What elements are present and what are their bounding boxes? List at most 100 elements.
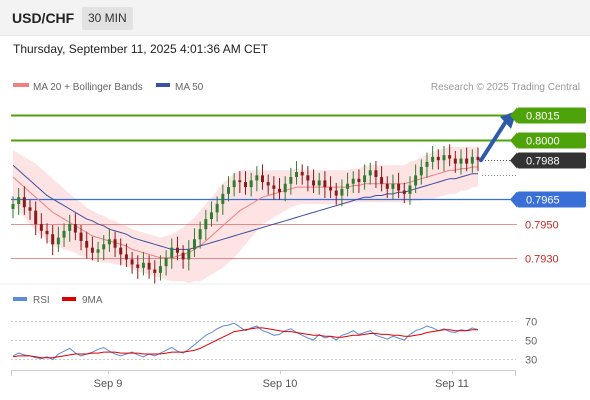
- candle-body: [170, 247, 174, 258]
- candle-body: [340, 188, 344, 196]
- time-axis-label: Sep 10: [263, 378, 298, 390]
- candle-body: [85, 240, 89, 248]
- candle-body: [187, 249, 191, 260]
- candle-body: [124, 254, 128, 260]
- ma50-legend-swatch: [156, 83, 170, 87]
- candle-body: [334, 190, 338, 196]
- candle-body: [459, 158, 463, 164]
- candle-body: [79, 232, 83, 241]
- candle-body: [425, 161, 429, 167]
- candle-body: [476, 156, 480, 161]
- candle-body: [119, 247, 123, 255]
- resistance-label: 0.8000: [526, 136, 560, 148]
- candle-body: [204, 219, 208, 230]
- candle-body: [226, 187, 230, 194]
- candle-body: [215, 203, 219, 213]
- current-price-label: 0.7988: [526, 156, 560, 168]
- ma50-legend-label: MA 50: [175, 82, 204, 93]
- candle-body: [391, 183, 395, 189]
- candle-body: [11, 203, 15, 209]
- candle-body: [232, 180, 236, 188]
- candle-body: [107, 239, 111, 245]
- candle-body: [261, 175, 265, 183]
- rsi-tick-label: 30: [525, 355, 537, 367]
- candle-body: [238, 180, 242, 183]
- copyright-note: Research © 2025 Trading Central: [431, 82, 580, 93]
- candle-body: [374, 170, 378, 178]
- rsi-legend-label: RSI: [33, 295, 50, 306]
- rsi-ma-line: [12, 327, 478, 359]
- candle-body: [408, 185, 412, 194]
- support-label: 0.7930: [525, 254, 559, 266]
- pivot-label: 0.7965: [526, 195, 560, 207]
- rsi-ma-legend-swatch: [62, 297, 76, 301]
- candle-body: [363, 175, 367, 183]
- candle-body: [368, 170, 372, 176]
- candle-body: [56, 237, 60, 245]
- candle-body: [272, 185, 276, 189]
- candle-body: [141, 262, 145, 268]
- candle-body: [209, 212, 213, 220]
- resistance-badge-pointer: [510, 107, 517, 124]
- candle-body: [96, 249, 100, 253]
- rsi-line: [12, 322, 479, 361]
- candle-body: [357, 178, 361, 183]
- candle-body: [113, 239, 117, 248]
- current-price-badge: [517, 152, 586, 169]
- ma20-legend-label: MA 20 + Bollinger Bands: [33, 82, 143, 93]
- candle-body: [436, 156, 440, 161]
- forecast-arrow: [479, 110, 517, 163]
- support-label: 0.7950: [525, 220, 559, 232]
- candle-body: [181, 252, 185, 260]
- candle-body: [45, 230, 49, 235]
- candle-body: [249, 180, 253, 188]
- candle-body: [323, 180, 327, 188]
- candle-body: [192, 239, 196, 250]
- candle-body: [448, 155, 452, 159]
- candle-body: [255, 175, 259, 181]
- level-labels: 0.8015 0.8000 0.7988 0.7965 0.7950 0.7930: [510, 107, 586, 266]
- resistance-badge-pointer: [510, 132, 517, 149]
- resistance-badge: [517, 132, 586, 149]
- candle-body: [300, 172, 304, 176]
- bollinger-band: [13, 146, 478, 283]
- rsi-tick-label: 50: [525, 336, 537, 348]
- candle-body: [198, 229, 202, 240]
- candle-body: [442, 155, 446, 161]
- time-axis: Sep 9 Sep 10 Sep 11: [11, 370, 516, 390]
- candle-body: [164, 257, 168, 267]
- bollinger-band-area: [13, 146, 478, 283]
- candlesticks: [11, 144, 480, 284]
- current-price-badge-pointer: [510, 152, 517, 169]
- pivot-badge: [517, 191, 586, 208]
- candle-body: [39, 224, 43, 231]
- candle-body: [28, 207, 32, 211]
- candle-body: [329, 187, 333, 191]
- candle-body: [385, 183, 389, 189]
- ma20-line: [12, 166, 478, 259]
- candle-body: [68, 224, 72, 231]
- timeframe-button[interactable]: 30 MIN: [82, 7, 133, 30]
- resistance-badge: [517, 107, 586, 124]
- time-axis-label: Sep 9: [94, 378, 123, 390]
- candle-body: [34, 210, 38, 225]
- candle-body: [380, 177, 384, 184]
- candle-body: [73, 224, 77, 233]
- candle-body: [175, 247, 179, 253]
- symbol-title: USD/CHF: [12, 10, 75, 26]
- candle-body: [414, 175, 418, 186]
- candle-body: [90, 247, 94, 253]
- candle-body: [351, 178, 355, 184]
- candle-body: [136, 264, 140, 268]
- candle-body: [397, 183, 401, 191]
- candle-body: [419, 166, 423, 176]
- candle-body: [470, 156, 474, 164]
- candle-body: [102, 244, 106, 250]
- candle-body: [22, 197, 26, 208]
- candle-body: [465, 158, 469, 164]
- candle-body: [266, 182, 270, 186]
- timestamp: Thursday, September 11, 2025 4:01:36 AM …: [13, 42, 269, 56]
- candle-body: [62, 230, 66, 238]
